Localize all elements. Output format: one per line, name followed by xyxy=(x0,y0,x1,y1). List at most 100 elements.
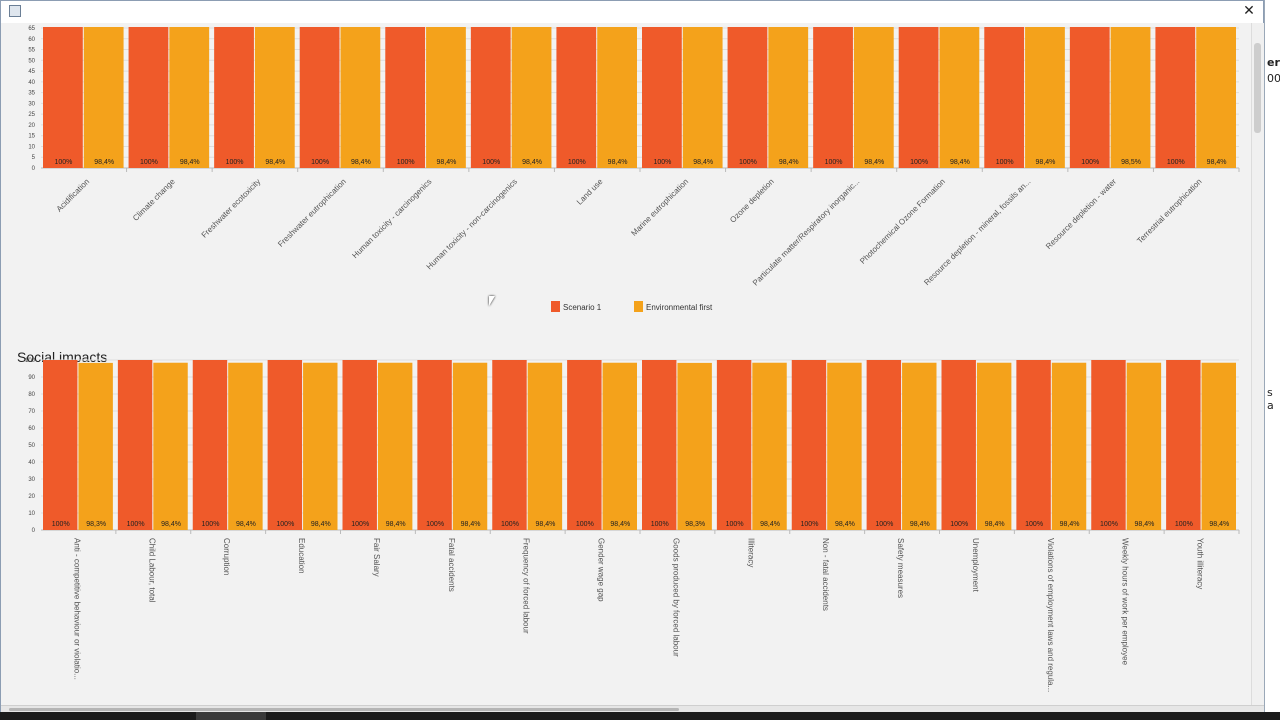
bar-environmental-first xyxy=(1110,27,1151,168)
bar-environmental-first xyxy=(752,362,787,530)
bar-value-label: 98,4% xyxy=(351,159,371,166)
bar-value-label: 98,4% xyxy=(1207,159,1227,166)
bar-value-label: 100% xyxy=(653,159,671,166)
bar-scenario-1 xyxy=(791,360,827,530)
environmental-impacts-chart: 0 5 10 15 20 25 30 35 40 45 50 55 60 65 100% 98,4% Acidi… xyxy=(28,26,1240,312)
close-button[interactable]: ✕ xyxy=(1243,3,1255,19)
x-category-label: Fair Salary xyxy=(372,538,381,577)
bar-value-label: 98,4% xyxy=(910,521,930,528)
bar-value-label: 98,3% xyxy=(86,521,106,528)
bar-scenario-1 xyxy=(866,360,902,530)
bar-environmental-first xyxy=(597,27,637,168)
y-tick-label: 50 xyxy=(28,443,35,449)
bar-value-label: 98,4% xyxy=(1036,159,1056,166)
y-tick-label: 90 xyxy=(28,375,35,381)
x-category-label: Particulate matter/Respiratory inorganic… xyxy=(751,177,861,287)
bar-value-label: 100% xyxy=(1100,521,1118,528)
y-tick-label: 15 xyxy=(28,134,35,140)
taskbar-active-item[interactable] xyxy=(196,712,266,720)
x-category-label: Frequency of forced labour xyxy=(522,538,531,634)
bar-environmental-first xyxy=(853,27,894,168)
bar-value-label: 98,4% xyxy=(693,159,713,166)
bar-value-label: 98,4% xyxy=(1134,521,1154,528)
bar-environmental-first xyxy=(340,27,381,168)
mouse-pointer-icon xyxy=(489,296,495,306)
bar-environmental-first xyxy=(939,27,980,168)
y-tick-label: 40 xyxy=(28,80,35,86)
bar-environmental-first xyxy=(511,27,552,168)
bar-environmental-first xyxy=(902,362,937,530)
bar-value-label: 98,4% xyxy=(236,521,256,528)
bar-value-label: 100% xyxy=(1175,521,1193,528)
bar-environmental-first xyxy=(682,27,723,168)
horizontal-scrollbar-thumb[interactable] xyxy=(9,708,679,711)
bar-scenario-1 xyxy=(192,360,228,530)
y-tick-label: 20 xyxy=(28,123,35,129)
x-category-label: Youth illiteracy xyxy=(1196,538,1205,589)
bar-value-label: 98,4% xyxy=(522,159,542,166)
bar-value-label: 100% xyxy=(311,159,329,166)
x-category-label: Human toxicity - non-carcinogenics xyxy=(425,177,519,271)
x-category-label: Corruption xyxy=(222,538,231,575)
horizontal-scrollbar[interactable] xyxy=(1,705,1265,714)
x-category-label: Goods produced by forced labour xyxy=(671,538,680,657)
x-category-label: Child Labour, total xyxy=(147,538,156,603)
bar-scenario-1 xyxy=(1155,27,1196,168)
bar-scenario-1 xyxy=(267,360,303,530)
bar-scenario-1 xyxy=(1166,360,1201,530)
bar-scenario-1 xyxy=(43,27,83,168)
bar-scenario-1 xyxy=(567,360,602,530)
x-category-label: Gender wage gap xyxy=(597,538,606,602)
y-tick-label: 40 xyxy=(28,460,35,466)
bar-value-label: 98,4% xyxy=(94,159,114,166)
bar-environmental-first xyxy=(827,362,862,530)
bar-scenario-1 xyxy=(716,360,752,530)
x-category-label: Terrestrial eutrophication xyxy=(1135,177,1203,245)
bar-scenario-1 xyxy=(492,360,527,530)
y-tick-label: 25 xyxy=(28,112,35,118)
bar-value-label: 98,4% xyxy=(535,521,555,528)
bar-scenario-1 xyxy=(1069,27,1110,168)
bar-value-label: 100% xyxy=(501,521,519,528)
bar-value-label: 98,4% xyxy=(1209,521,1229,528)
bar-environmental-first xyxy=(426,27,466,168)
x-category-label: Non - fatal accidents xyxy=(821,538,830,611)
bar-value-label: 98,5% xyxy=(1121,159,1141,166)
x-category-label: Resource depletion - mineral, fossils an… xyxy=(922,177,1032,287)
x-category-label: Resource depletion - water xyxy=(1044,177,1118,251)
bar-value-label: 98,3% xyxy=(685,521,705,528)
x-category-label: Fatal accidents xyxy=(447,538,456,592)
os-taskbar xyxy=(0,712,1280,720)
bar-scenario-1 xyxy=(470,27,511,168)
bar-value-label: 100% xyxy=(276,521,294,528)
bar-environmental-first xyxy=(169,27,210,168)
bar-scenario-1 xyxy=(299,27,340,168)
bar-environmental-first xyxy=(254,27,295,168)
bar-value-label: 100% xyxy=(739,159,757,166)
bar-scenario-1 xyxy=(128,27,169,168)
bar-value-label: 100% xyxy=(910,159,928,166)
bar-scenario-1 xyxy=(984,27,1025,168)
bar-value-label: 98,4% xyxy=(985,521,1005,528)
y-tick-label: 80 xyxy=(28,392,35,398)
x-category-label: Land use xyxy=(575,177,605,207)
background-window-edge: er 00 s a xyxy=(1264,0,1280,712)
bar-scenario-1 xyxy=(1016,360,1051,530)
x-category-label: Photochemical Ozone Formation xyxy=(858,177,947,266)
y-tick-label: 50 xyxy=(28,58,35,64)
bar-value-label: 98,4% xyxy=(864,159,884,166)
bar-value-label: 98,4% xyxy=(610,521,630,528)
y-tick-label: 10 xyxy=(28,511,35,517)
bar-environmental-first xyxy=(1051,362,1087,530)
y-tick-label: 0 xyxy=(32,528,36,534)
vertical-scrollbar-thumb[interactable] xyxy=(1254,43,1261,133)
bar-environmental-first xyxy=(602,362,637,530)
bar-scenario-1 xyxy=(727,27,768,168)
bar-value-label: 98,4% xyxy=(180,159,200,166)
vertical-scrollbar[interactable] xyxy=(1251,23,1264,707)
bar-value-label: 100% xyxy=(52,521,70,528)
bar-value-label: 98,4% xyxy=(265,159,285,166)
bar-scenario-1 xyxy=(941,360,976,530)
y-tick-label: 35 xyxy=(28,91,35,97)
